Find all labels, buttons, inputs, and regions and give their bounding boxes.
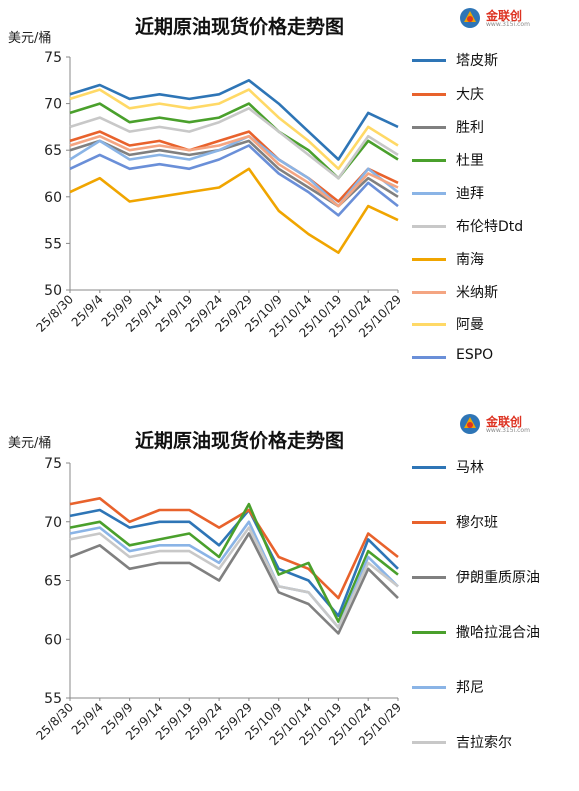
legend-swatch (412, 192, 446, 195)
logo-text: 金联创 (486, 9, 523, 23)
legend-label: 吉拉索尔 (456, 735, 512, 751)
chart-panel-2: 近期原油现货价格走势图 美元/桶 金联创 www.315i.com 55 60 65… (0, 412, 579, 791)
series-line-3 (69, 532, 399, 635)
y-tick-label: 60 (44, 632, 62, 648)
logo-icon (460, 8, 480, 28)
legend-swatch (412, 686, 446, 689)
x-tick-label: 25/9/4 (69, 292, 106, 329)
chart-title: 近期原油现货价格走势图 (135, 16, 345, 38)
series-line-2 (69, 130, 399, 203)
legend-label: 伊朗重质原油 (456, 570, 540, 586)
y-tick-label: 55 (44, 691, 62, 707)
legend-swatch (412, 576, 446, 579)
series-line-2 (69, 497, 399, 600)
y-tick-label: 55 (44, 236, 62, 252)
logo-subtext: www.315i.com (486, 21, 530, 28)
series-line-8 (69, 134, 399, 208)
legend-label: 胜利 (456, 120, 484, 136)
y-tick-label: 75 (44, 50, 62, 66)
y-axis-unit: 美元/桶 (8, 31, 52, 46)
legend-label: 邦尼 (456, 680, 484, 696)
legend-swatch (412, 741, 446, 744)
legend-swatch (412, 356, 446, 359)
legend-swatch (412, 159, 446, 162)
legend-swatch (412, 466, 446, 469)
legend-label: 南海 (456, 252, 484, 268)
chart-panel-1: 近期原油现货价格走势图 美元/桶 金联创 www.315i.com 50 55 60… (0, 0, 579, 392)
legend-label: 阿曼 (456, 317, 484, 333)
brand-logo: 金联创 www.315i.com (458, 6, 554, 32)
y-tick-label: 75 (44, 456, 62, 472)
series-line-10 (69, 144, 399, 217)
series-line-7 (69, 167, 399, 254)
series-line-1 (69, 508, 399, 618)
y-tick-label: 70 (44, 97, 62, 113)
legend-swatch (412, 521, 446, 524)
legend-label: 塔皮斯 (456, 53, 498, 69)
line-chart-2: 556065707525/8/3025/9/425/9/925/9/1425/9… (34, 456, 405, 748)
brand-logo: 金联创 www.315i.com (458, 412, 554, 438)
line-chart-1: 50556065707525/8/3025/9/425/9/925/9/1425… (34, 50, 405, 340)
legend-label: 撒哈拉混合油 (456, 625, 540, 641)
legend-label: 杜里 (456, 153, 484, 169)
y-tick-label: 70 (44, 515, 62, 531)
logo-text: 金联创 (486, 415, 523, 429)
logo-subtext: www.315i.com (486, 427, 530, 434)
y-tick-label: 65 (44, 574, 62, 590)
legend-label: 马林 (456, 460, 484, 476)
legend-label: 布伦特Dtd (456, 219, 524, 235)
y-tick-label: 60 (44, 190, 62, 206)
series-line-6 (69, 526, 399, 629)
y-tick-label: 50 (44, 283, 62, 299)
legend-swatch (412, 59, 446, 62)
legend-swatch (412, 291, 446, 294)
logo-icon (460, 414, 480, 434)
legend-label: 米纳斯 (456, 285, 498, 301)
legend-swatch (412, 258, 446, 261)
legend-label: ESPO (456, 347, 494, 363)
legend-swatch (412, 631, 446, 634)
x-tick-label: 25/9/4 (69, 700, 106, 737)
legend-swatch (412, 93, 446, 96)
legend-swatch (412, 323, 446, 326)
legend-label: 迪拜 (456, 186, 484, 202)
series-line-1 (69, 79, 399, 161)
series-line-9 (69, 88, 399, 171)
legend-label: 大庆 (456, 87, 484, 103)
series-line-6 (69, 107, 399, 180)
legend-swatch (412, 225, 446, 228)
legend-label: 穆尔班 (456, 515, 498, 531)
series-line-4 (69, 502, 399, 623)
y-axis-unit: 美元/桶 (8, 436, 52, 451)
legend-swatch (412, 126, 446, 129)
y-tick-label: 65 (44, 143, 62, 159)
chart-title: 近期原油现货价格走势图 (135, 430, 345, 452)
